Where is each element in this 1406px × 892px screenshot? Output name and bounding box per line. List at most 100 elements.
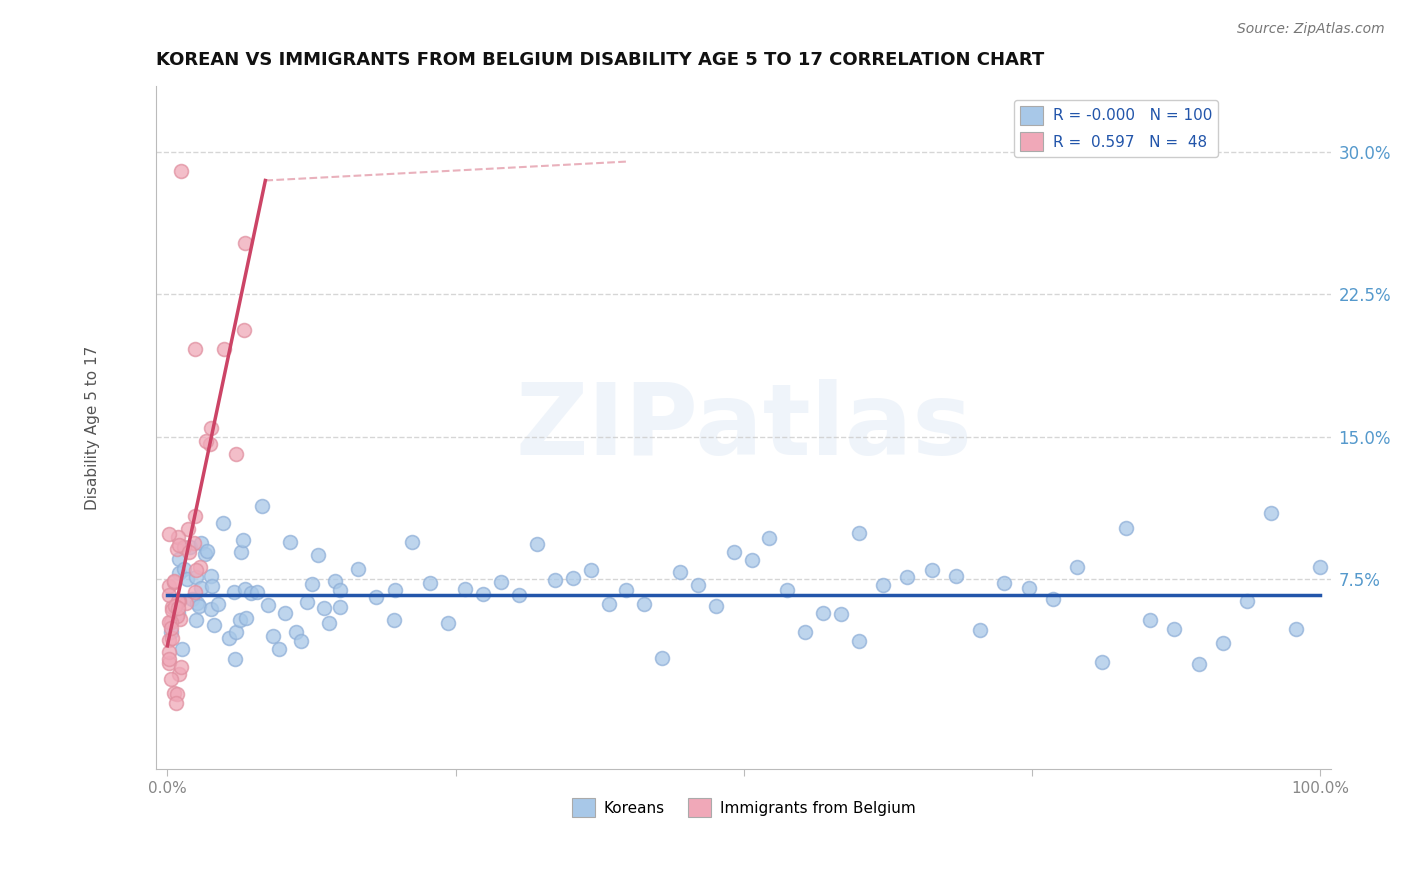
Text: ZIPatlas: ZIPatlas (515, 379, 972, 476)
Point (811, 606, 834, 620)
Point (267, 642, 290, 657)
Point (669, 565, 692, 579)
Point (1285, 622, 1308, 636)
Point (1066, 559, 1088, 574)
Point (179, 545, 201, 559)
Point (848, 634, 870, 648)
Point (172, 642, 194, 657)
Point (166, 601, 188, 615)
Point (174, 596, 197, 610)
Point (969, 624, 991, 638)
Point (195, 544, 218, 558)
Point (184, 570, 207, 584)
Point (184, 509, 207, 524)
Point (229, 613, 252, 627)
Point (183, 585, 205, 599)
Point (190, 535, 212, 549)
Point (160, 624, 183, 639)
Point (295, 595, 318, 609)
Point (157, 588, 180, 602)
Point (167, 566, 190, 580)
Point (157, 645, 180, 659)
Legend: Koreans, Immigrants from Belgium: Koreans, Immigrants from Belgium (565, 792, 922, 823)
Point (290, 634, 312, 648)
Point (1260, 506, 1282, 520)
Point (222, 585, 245, 599)
Text: Source: ZipAtlas.com: Source: ZipAtlas.com (1237, 22, 1385, 37)
Point (184, 563, 207, 577)
Point (232, 533, 254, 547)
Point (472, 587, 495, 601)
Point (489, 574, 512, 589)
Point (508, 588, 530, 602)
Point (301, 576, 323, 591)
Point (186, 596, 208, 610)
Point (224, 651, 246, 665)
Point (1236, 594, 1258, 608)
Point (160, 632, 183, 646)
Point (704, 599, 727, 613)
Point (184, 613, 207, 627)
Point (170, 660, 193, 674)
Point (163, 574, 186, 589)
Point (347, 561, 370, 575)
Point (1090, 655, 1112, 669)
Point (633, 597, 655, 611)
Point (184, 343, 207, 357)
Point (200, 436, 222, 450)
Point (233, 323, 256, 337)
Point (307, 548, 329, 562)
Point (329, 583, 352, 598)
Point (561, 571, 583, 585)
Point (240, 586, 263, 600)
Point (194, 547, 217, 561)
Point (284, 625, 307, 640)
Point (741, 553, 763, 567)
Point (454, 582, 477, 596)
Point (165, 696, 187, 710)
Point (201, 579, 224, 593)
Point (166, 608, 188, 623)
Point (252, 499, 274, 513)
Point (329, 599, 352, 614)
Point (263, 629, 285, 643)
Point (257, 599, 280, 613)
Point (235, 235, 257, 250)
Point (1309, 560, 1331, 574)
Point (229, 544, 252, 558)
Point (157, 579, 180, 593)
Point (188, 599, 211, 613)
Point (177, 522, 200, 536)
Point (170, 164, 193, 178)
Point (401, 534, 423, 549)
Point (278, 535, 301, 549)
Point (160, 672, 183, 686)
Point (212, 516, 235, 531)
Point (921, 563, 943, 577)
Text: KOREAN VS IMMIGRANTS FROM BELGIUM DISABILITY AGE 5 TO 17 CORRELATION CHART: KOREAN VS IMMIGRANTS FROM BELGIUM DISABI… (156, 51, 1045, 69)
Point (758, 531, 780, 545)
Point (246, 585, 269, 599)
Point (1018, 582, 1040, 596)
Point (579, 564, 602, 578)
Point (200, 568, 222, 582)
Point (1115, 520, 1137, 534)
Point (167, 594, 190, 608)
Point (616, 583, 638, 598)
Point (945, 568, 967, 582)
Point (167, 552, 190, 566)
Point (723, 545, 745, 559)
Point (173, 562, 195, 576)
Point (544, 573, 567, 587)
Point (794, 625, 817, 640)
Point (382, 614, 405, 628)
Point (598, 597, 620, 611)
Point (169, 612, 191, 626)
Point (1139, 613, 1161, 627)
Point (651, 651, 673, 665)
Point (1042, 591, 1064, 606)
Point (160, 615, 183, 630)
Point (176, 572, 198, 586)
Point (157, 615, 180, 629)
Point (384, 582, 406, 597)
